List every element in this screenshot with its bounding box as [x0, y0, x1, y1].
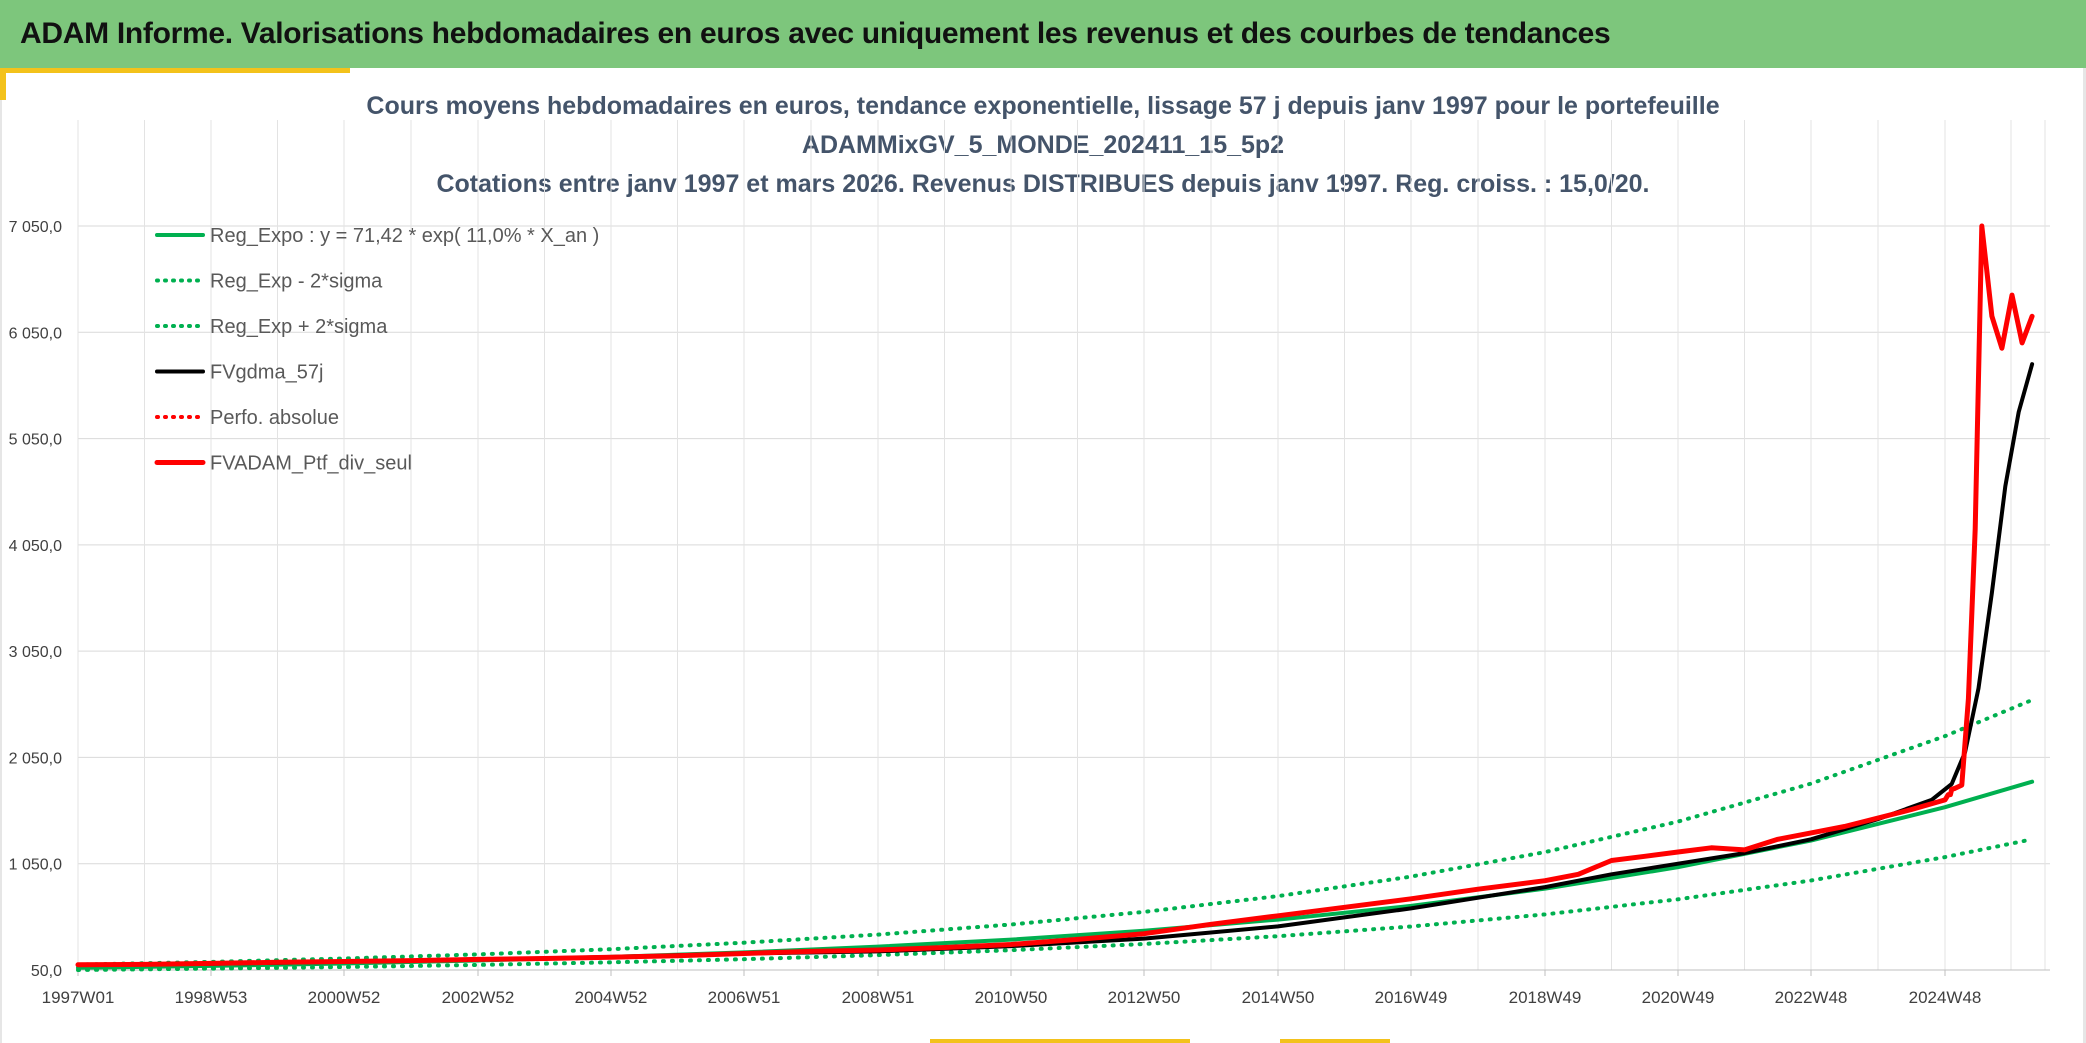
legend-label: Perfo. absolue [210, 407, 339, 429]
series-layer [75, 223, 2035, 972]
y-tick-label: 50,0 [31, 963, 62, 980]
x-tick-label: 2022W48 [1775, 988, 1848, 1007]
accent-bar-bottom [930, 1039, 1190, 1043]
series-line-5 [75, 223, 2035, 968]
x-tick-label: 2010W50 [975, 988, 1048, 1007]
x-tick-label: 2004W52 [575, 988, 648, 1007]
legend-label: Reg_Exp - 2*sigma [210, 271, 383, 293]
chart-title-line-1: Cours moyens hebdomadaires en euros, ten… [366, 92, 1720, 120]
accent-bar-top [0, 68, 350, 73]
legend-label: Reg_Expo : y = 71,42 * exp( 11,0% * X_an… [210, 225, 599, 247]
y-tick-label: 4 050,0 [9, 538, 62, 555]
x-tick-label: 1998W53 [175, 988, 248, 1007]
y-tick-label: 1 050,0 [9, 857, 62, 874]
header-bar: ADAM Informe. Valorisations hebdomadaire… [0, 0, 2086, 68]
header-title: ADAM Informe. Valorisations hebdomadaire… [20, 17, 1611, 50]
series-line-1 [76, 837, 2035, 972]
x-tick-label: 2002W52 [442, 988, 515, 1007]
x-tick-label: 2014W50 [1242, 988, 1315, 1007]
x-tick-label: 2000W52 [308, 988, 381, 1007]
frame-border-right [2083, 68, 2086, 1043]
legend-label: Reg_Exp + 2*sigma [210, 316, 388, 338]
x-tick-label: 2012W50 [1108, 988, 1181, 1007]
series-line-2 [76, 698, 2035, 967]
chart-title-line-2: ADAMMixGV_5_MONDE_202411_15_5p2 [801, 131, 1285, 159]
x-tick-label: 1997W01 [42, 988, 115, 1007]
legend: Reg_Expo : y = 71,42 * exp( 11,0% * X_an… [154, 225, 599, 475]
y-tick-label: 2 050,0 [9, 750, 62, 767]
legend-label: FVgdma_57j [210, 362, 323, 384]
x-tick-label: 2018W49 [1509, 988, 1582, 1007]
axis-layer: 50,0 1 050,0 2 050,0 3 050,0 4 050,0 5 050,0 6… [9, 219, 2050, 1007]
frame-border-left [0, 100, 2, 1043]
grid-layer [77, 120, 2050, 971]
y-tick-label: 7 050,0 [9, 219, 62, 236]
x-tick-label: 2020W49 [1642, 988, 1715, 1007]
accent-bar-bottom [1280, 1039, 1390, 1043]
y-tick-label: 3 050,0 [9, 644, 62, 661]
accent-bar-left [0, 68, 6, 100]
x-tick-label: 2006W51 [708, 988, 781, 1007]
legend-label: FVADAM_Ptf_div_seul [210, 453, 412, 475]
chart-title-line-3: Cotations entre janv 1997 et mars 2026. … [436, 170, 1650, 198]
y-tick-label: 5 050,0 [9, 432, 62, 449]
y-tick-label: 6 050,0 [9, 325, 62, 342]
x-tick-label: 2008W51 [842, 988, 915, 1007]
x-tick-label: 2016W49 [1375, 988, 1448, 1007]
x-tick-label: 2024W48 [1909, 988, 1982, 1007]
